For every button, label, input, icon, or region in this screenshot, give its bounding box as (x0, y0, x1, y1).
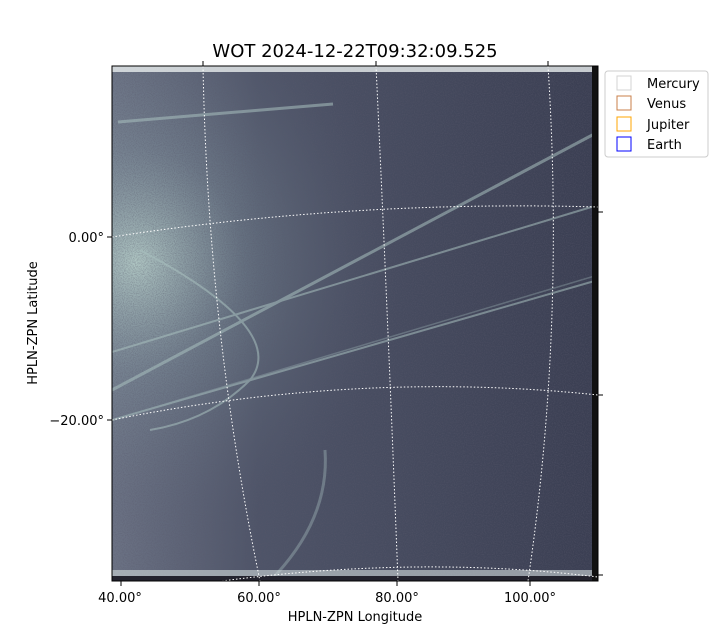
legend-swatch-mercury (616, 75, 632, 91)
streaks (112, 102, 598, 581)
legend-swatch-venus (616, 95, 632, 111)
image-area (112, 66, 598, 581)
legend-swatch-earth (616, 136, 632, 152)
x-tick-label: 100.00° (504, 591, 556, 606)
legend-label: Earth (647, 138, 682, 153)
legend: Mercury Venus Jupiter Earth (604, 70, 709, 158)
legend-swatch-jupiter (616, 116, 632, 132)
legend-label: Jupiter (646, 118, 690, 133)
chart-title: WOT 2024-12-22T09:32:09.525 (212, 41, 497, 62)
coordinate-grid (112, 66, 598, 581)
y-tick-label: −20.00° (49, 414, 104, 429)
x-tick-label: 60.00° (237, 591, 281, 606)
x-tick-label: 40.00° (98, 591, 142, 606)
legend-label: Mercury (647, 77, 700, 92)
y-tick-label: 0.00° (69, 231, 104, 246)
x-axis-label: HPLN-ZPN Longitude (288, 610, 423, 625)
x-tick-label: 80.00° (375, 591, 419, 606)
legend-label: Venus (647, 97, 686, 112)
y-axis-label: HPLN-ZPN Latitude (26, 261, 41, 384)
